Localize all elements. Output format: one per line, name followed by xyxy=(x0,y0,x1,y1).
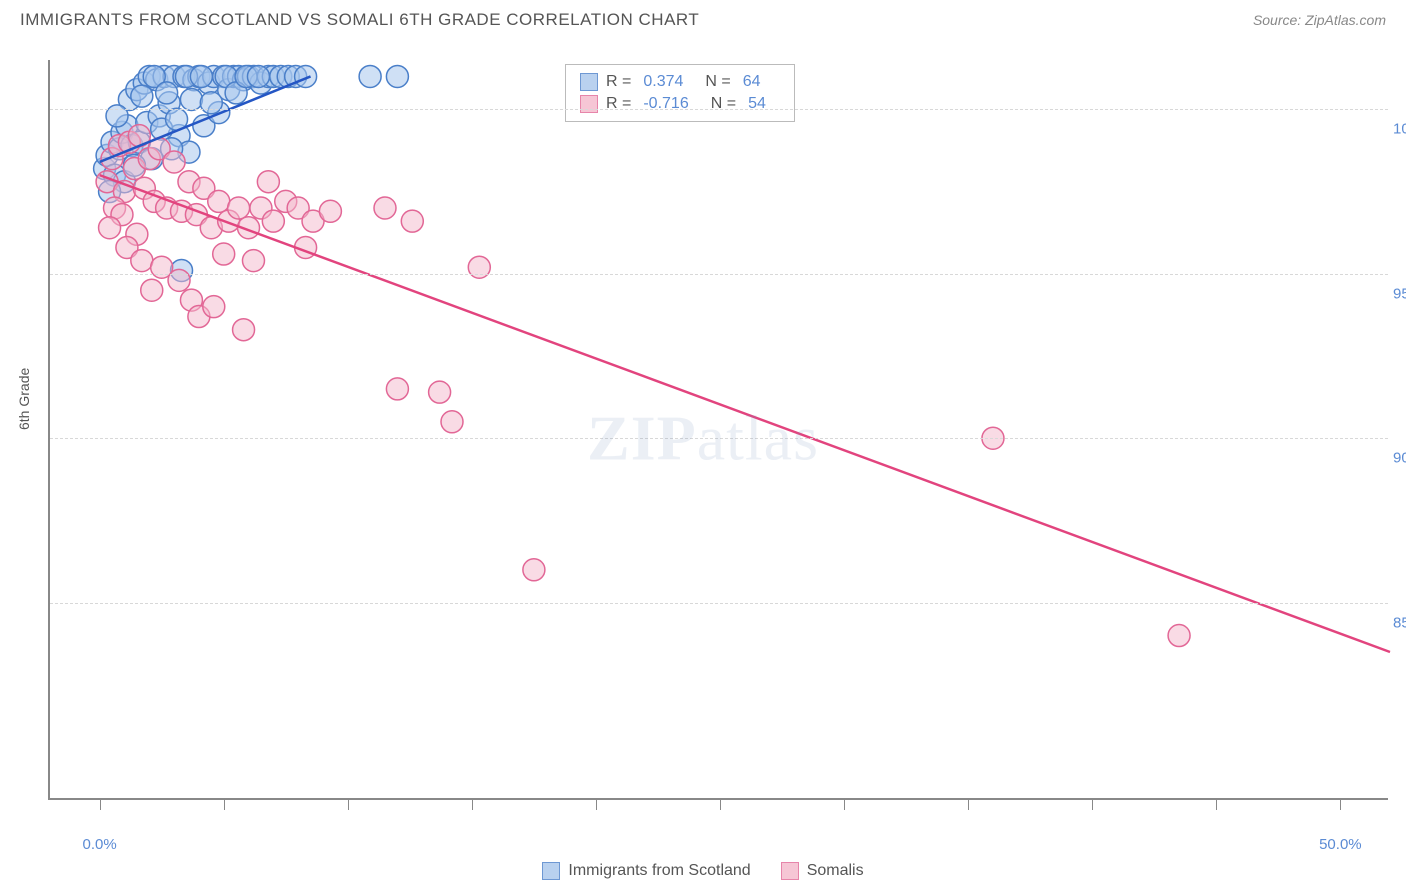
chart-title: IMMIGRANTS FROM SCOTLAND VS SOMALI 6TH G… xyxy=(20,10,699,30)
gridline xyxy=(50,109,1388,110)
x-tick xyxy=(348,798,349,810)
n-label: N = xyxy=(705,73,730,91)
data-point xyxy=(163,151,185,173)
data-point xyxy=(208,190,230,212)
r-label: R = xyxy=(606,73,631,91)
data-point xyxy=(441,411,463,433)
data-point xyxy=(141,279,163,301)
legend-label: Somalis xyxy=(807,862,864,880)
y-tick-label: 85.0% xyxy=(1393,614,1406,631)
n-value: 64 xyxy=(743,73,761,91)
stats-legend-row: R = 0.374 N = 64 xyxy=(580,71,780,93)
data-point xyxy=(99,217,121,239)
data-point xyxy=(374,197,396,219)
legend-swatch xyxy=(542,862,560,880)
gridline xyxy=(50,438,1388,439)
data-point xyxy=(156,82,178,104)
r-value: 0.374 xyxy=(643,73,683,91)
chart-plot-area: R =0.374N =64R =-0.716N =54 85.0%90.0%95… xyxy=(48,60,1388,800)
y-tick-label: 90.0% xyxy=(1393,450,1406,467)
x-tick xyxy=(844,798,845,810)
gridline xyxy=(50,603,1388,604)
x-tick xyxy=(1216,798,1217,810)
legend-item: Somalis xyxy=(781,862,864,880)
y-axis-label: 6th Grade xyxy=(16,368,32,430)
scatter-plot-svg xyxy=(50,60,1388,798)
y-tick-label: 95.0% xyxy=(1393,285,1406,302)
bottom-legend: Immigrants from Scotland Somalis xyxy=(0,862,1406,880)
y-tick-label: 100.0% xyxy=(1393,121,1406,138)
legend-swatch xyxy=(580,73,598,91)
data-point xyxy=(213,243,235,265)
x-tick xyxy=(100,798,101,810)
data-point xyxy=(131,250,153,272)
data-point xyxy=(131,85,153,107)
data-point xyxy=(168,269,190,291)
data-point xyxy=(180,88,202,110)
legend-swatch xyxy=(781,862,799,880)
x-tick xyxy=(1092,798,1093,810)
data-point xyxy=(523,559,545,581)
data-point xyxy=(247,65,269,87)
data-point xyxy=(295,65,317,87)
gridline xyxy=(50,274,1388,275)
data-point xyxy=(319,200,341,222)
data-point xyxy=(386,65,408,87)
data-point xyxy=(233,319,255,341)
data-point xyxy=(262,210,284,232)
data-point xyxy=(106,105,128,127)
data-point xyxy=(200,92,222,114)
trend-line xyxy=(100,175,1390,652)
data-point xyxy=(401,210,423,232)
legend-label: Immigrants from Scotland xyxy=(568,862,750,880)
data-point xyxy=(257,171,279,193)
data-point xyxy=(386,378,408,400)
legend-item: Immigrants from Scotland xyxy=(542,862,750,880)
data-point xyxy=(190,65,212,87)
x-tick xyxy=(720,798,721,810)
stats-legend-box: R = 0.374 N = 64 R =-0.716N =54 xyxy=(565,64,795,122)
x-tick xyxy=(968,798,969,810)
x-tick xyxy=(596,798,597,810)
x-tick-label: 0.0% xyxy=(83,836,117,853)
data-point xyxy=(242,250,264,272)
x-tick-label: 50.0% xyxy=(1319,836,1362,853)
x-tick xyxy=(224,798,225,810)
data-point xyxy=(468,256,490,278)
data-point xyxy=(203,296,225,318)
data-point xyxy=(429,381,451,403)
data-point xyxy=(1168,625,1190,647)
x-tick xyxy=(1340,798,1341,810)
data-point xyxy=(228,197,250,219)
chart-source: Source: ZipAtlas.com xyxy=(1253,12,1386,28)
data-point xyxy=(359,65,381,87)
stats-legend-row: R =-0.716N =54 xyxy=(580,93,780,115)
x-tick xyxy=(472,798,473,810)
